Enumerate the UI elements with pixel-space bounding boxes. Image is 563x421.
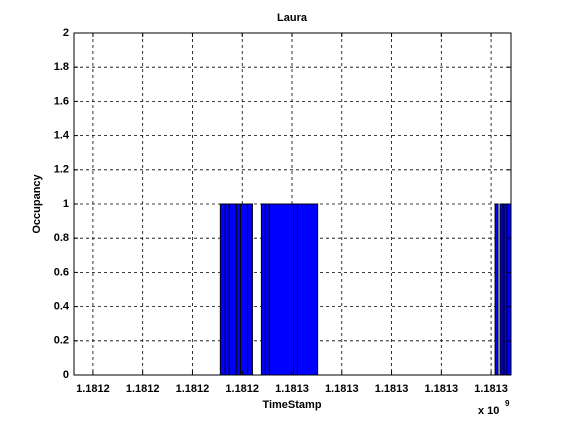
bars	[219, 203, 512, 376]
bar	[296, 203, 319, 376]
y-tick-label: 1	[63, 198, 69, 210]
bar	[499, 203, 504, 376]
x-tick-label: 1.1812	[176, 383, 210, 395]
x-tick-label: 1.1813	[474, 383, 508, 395]
chart-title: Laura	[277, 12, 308, 24]
bar	[260, 203, 266, 376]
x-multiplier: x 10	[478, 405, 499, 417]
y-tick-label: 0	[63, 369, 69, 381]
bar	[235, 203, 241, 376]
bar	[494, 203, 499, 376]
y-tick-label: 2	[63, 27, 69, 39]
x-tick-label: 1.1812	[225, 383, 259, 395]
y-tick-label: 0.2	[54, 335, 69, 347]
bar	[228, 203, 237, 376]
bar	[268, 203, 294, 376]
y-tick-label: 0.4	[54, 301, 70, 313]
y-tick-label: 0.8	[54, 232, 69, 244]
x-tick-label: 1.1813	[424, 383, 458, 395]
ticks: 0 0.2 0.4 0.6 0.8 1 1.2 1.4 1.6 1.8 2 1.1812 1.1812 1…	[54, 27, 511, 395]
y-tick-label: 0.6	[54, 266, 69, 278]
bar	[506, 203, 512, 376]
x-axis-label: TimeStamp	[262, 399, 321, 411]
y-tick-label: 1.8	[54, 61, 69, 73]
bar	[239, 203, 248, 376]
x-tick-label: 1.1812	[76, 383, 110, 395]
bar	[292, 203, 298, 376]
bar	[246, 203, 253, 376]
y-axis-label: Occupancy	[31, 173, 43, 233]
x-tick-label: 1.1812	[126, 383, 160, 395]
bar	[219, 203, 226, 376]
x-tick-label: 1.1813	[275, 383, 309, 395]
y-tick-label: 1.2	[54, 164, 69, 176]
bar	[264, 203, 270, 376]
y-tick-label: 1.4	[54, 130, 70, 142]
x-tick-label: 1.1813	[325, 383, 359, 395]
x-tick-label: 1.1813	[375, 383, 409, 395]
y-tick-label: 1.6	[54, 95, 69, 107]
x-exponent: 9	[505, 399, 510, 408]
bar	[224, 203, 230, 376]
